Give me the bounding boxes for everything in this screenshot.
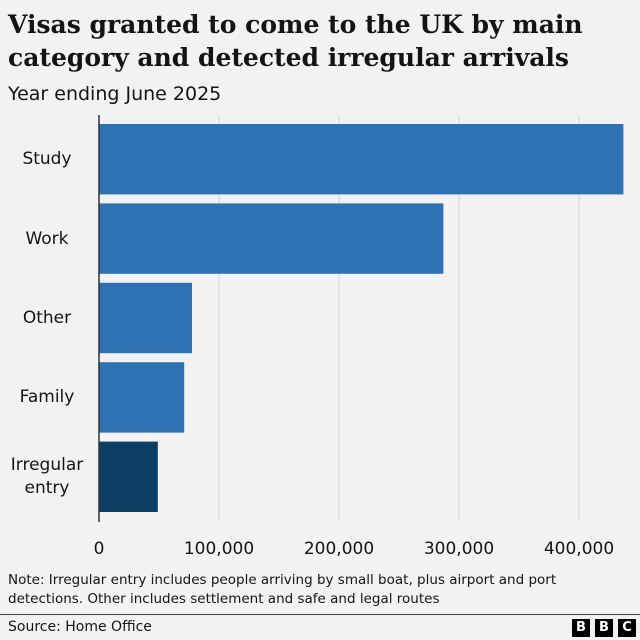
x-tick-label: 400,000	[544, 539, 614, 559]
logo-letter: B	[572, 619, 590, 637]
chart-subtitle: Year ending June 2025	[8, 83, 222, 105]
bar	[99, 441, 158, 512]
note: Note: Irregular entry includes people ar…	[8, 572, 557, 607]
x-tick-label: 0	[94, 539, 105, 559]
bar	[99, 362, 185, 433]
bar	[99, 203, 444, 274]
y-tick-label: Other	[22, 308, 72, 328]
x-tick-label: 300,000	[424, 539, 494, 559]
y-tick-label: Study	[22, 149, 72, 170]
divider	[0, 614, 640, 615]
x-tick-label: 200,000	[304, 539, 374, 559]
y-tick-label: Family	[19, 387, 75, 408]
y-tick-label: Work	[25, 228, 69, 249]
chart-title: Visas granted to come to the UK by main …	[8, 10, 583, 72]
bar	[99, 124, 624, 195]
logo-letter: C	[618, 619, 636, 637]
y-tick-label: Irregular entry	[10, 455, 84, 499]
bar	[99, 282, 192, 354]
chart: 0 100,000 200,000 300,000 400,000	[94, 115, 624, 559]
source: Source: Home Office	[8, 619, 152, 635]
x-tick-label: 100,000	[184, 539, 254, 559]
logo-letter: B	[595, 619, 613, 637]
